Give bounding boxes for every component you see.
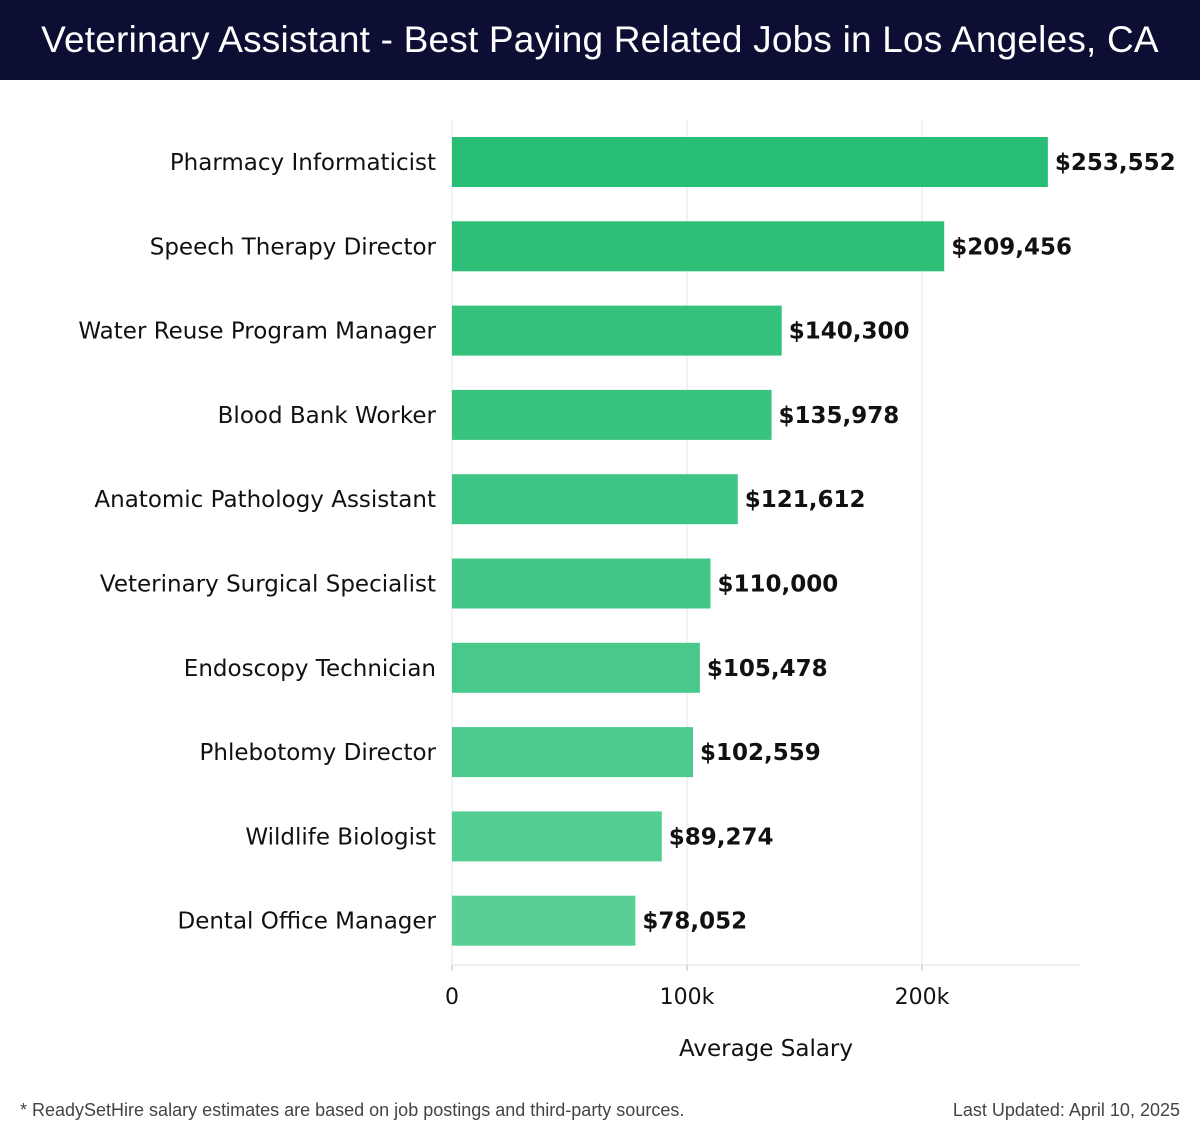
bar-blood-bank-worker [452,389,772,440]
salary-bar-chart: 0 100k 200k Pharmacy Informaticist Speech T… [78,120,1176,1062]
footer-note: * ReadySetHire salary estimates are base… [20,1100,685,1120]
category-label: Endoscopy Technician [184,656,436,682]
bar-water-reuse-program-manager [452,305,782,356]
category-label: Pharmacy Informaticist [170,150,436,176]
last-updated: Last Updated: April 10, 2025 [952,1100,1180,1120]
category-label: Veterinary Surgical Specialist [100,572,436,598]
value-label: $110,000 [718,572,839,598]
chart-title: Veterinary Assistant - Best Paying Relat… [41,19,1159,60]
x-tick-label: 100k [660,985,715,1010]
bar-anatomic-pathology-assistant [452,474,738,525]
value-label: $78,052 [642,909,747,935]
x-axis: 0 100k 200k [445,964,1080,1010]
chart-header: Veterinary Assistant - Best Paying Relat… [0,0,1200,80]
x-tick-label: 0 [445,985,459,1010]
category-label: Wildlife Biologist [245,824,436,850]
category-label: Dental Office Manager [177,909,436,935]
bars [452,137,1048,946]
value-label: $253,552 [1055,150,1176,176]
x-tick-label: 200k [895,985,950,1010]
category-label: Anatomic Pathology Assistant [94,487,436,513]
bar-dental-office-manager [452,895,636,946]
bar-phlebotomy-director [452,727,694,778]
value-label: $209,456 [951,234,1072,260]
bar-wildlife-biologist [452,811,662,862]
x-axis-title: Average Salary [679,1036,853,1062]
value-label: $140,300 [789,319,910,345]
value-label: $89,274 [669,824,774,850]
category-label: Water Reuse Program Manager [78,319,436,345]
value-label: $121,612 [745,487,866,513]
value-label: $102,559 [700,740,821,766]
category-label: Blood Bank Worker [218,403,437,429]
value-labels: $253,552 $209,456 $140,300 $135,978 $121,612… [642,150,1175,935]
category-label: Speech Therapy Director [150,234,437,260]
value-label: $135,978 [779,403,900,429]
value-label: $105,478 [707,656,828,682]
bar-endoscopy-technician [452,642,700,693]
category-labels: Pharmacy Informaticist Speech Therapy Dir… [78,150,436,935]
bar-pharmacy-informaticist [452,137,1048,187]
bar-veterinary-surgical-specialist [452,558,711,609]
bar-speech-therapy-director [452,221,945,272]
category-label: Phlebotomy Director [200,740,437,766]
